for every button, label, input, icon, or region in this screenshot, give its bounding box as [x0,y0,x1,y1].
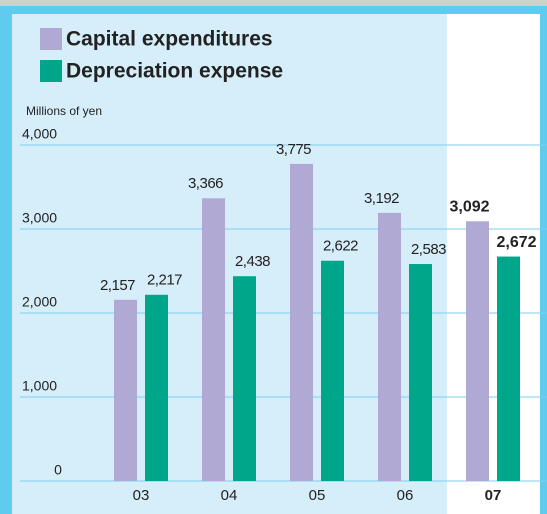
bar [378,212,401,481]
y-tick-label: 0 [54,462,62,478]
legend-swatch [40,28,62,50]
x-tick-label: 07 [485,487,502,504]
x-tick-label: 04 [221,487,238,504]
y-tick-label: 3,000 [22,210,57,226]
value-label: 3,192 [364,190,399,207]
y-tick-label: 4,000 [22,126,57,142]
bar [290,163,313,481]
y-tick-label: 1,000 [22,378,57,394]
value-label: 3,366 [188,175,223,192]
bar [233,276,256,481]
value-label: 2,157 [100,277,135,294]
value-label: 2,438 [235,253,270,270]
y-tick-label: 2,000 [22,294,57,310]
bar [466,221,489,481]
bar [409,264,432,481]
bar [202,198,225,482]
value-label: 2,672 [496,234,536,251]
bar [321,260,344,481]
value-label: 2,217 [147,272,182,289]
legend-swatch [40,60,62,82]
legend-label: Depreciation expense [66,60,283,83]
x-tick-label: 05 [309,487,326,504]
x-tick-label: 06 [397,487,414,504]
value-label: 3,092 [449,198,489,215]
frame-right [540,14,547,514]
legend-label: Capital expenditures [66,28,273,51]
value-label: 3,775 [276,141,311,158]
highlight-column [447,14,540,514]
value-label: 2,583 [411,241,446,258]
value-label: 2,622 [323,238,358,255]
bar [114,299,137,481]
y-axis-label: Millions of yen [26,104,102,118]
bar [145,294,168,481]
x-tick-label: 03 [133,487,150,504]
bar [497,256,520,481]
